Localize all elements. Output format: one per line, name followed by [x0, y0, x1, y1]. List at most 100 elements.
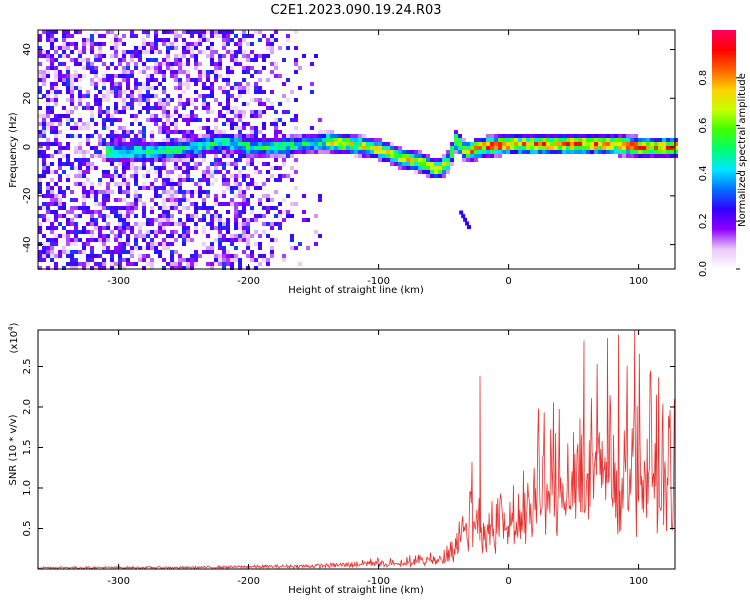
heatmap-cell	[158, 254, 162, 258]
heatmap-cell	[38, 250, 42, 254]
heatmap-cell	[66, 86, 70, 90]
heatmap-cell	[114, 110, 118, 114]
heatmap-cell	[202, 226, 206, 230]
heatmap-cell	[578, 142, 582, 146]
heatmap-cell	[374, 142, 378, 146]
heatmap-cell	[178, 254, 182, 258]
heatmap-cell	[62, 74, 66, 78]
heatmap-cell	[238, 142, 242, 146]
heatmap-cell	[474, 154, 478, 158]
heatmap-cell	[94, 42, 98, 46]
heatmap-cell	[146, 106, 150, 110]
heatmap-cell	[86, 138, 90, 142]
heatmap-cell	[90, 238, 94, 242]
heatmap-cell	[270, 46, 274, 50]
heatmap-cell	[558, 142, 562, 146]
heatmap-cell	[122, 230, 126, 234]
heatmap-cell	[38, 34, 42, 38]
heatmap-cell	[226, 230, 230, 234]
heatmap-cell	[210, 142, 214, 146]
heatmap-cell	[390, 150, 394, 154]
heatmap-cell	[366, 138, 370, 142]
heatmap-cell	[106, 250, 110, 254]
heatmap-cell	[46, 66, 50, 70]
heatmap-cell	[62, 214, 66, 218]
heatmap-cell	[266, 138, 270, 142]
heatmap-cell	[110, 134, 114, 138]
heatmap-cell	[238, 182, 242, 186]
heatmap-cell	[134, 198, 138, 202]
heatmap-cell	[226, 186, 230, 190]
heatmap-cell	[182, 50, 186, 54]
heatmap-cell	[210, 46, 214, 50]
heatmap-cell	[106, 126, 110, 130]
heatmap-cell	[182, 30, 186, 34]
heatmap-cell	[166, 126, 170, 130]
heatmap-cell	[218, 162, 222, 166]
heatmap-cell	[90, 194, 94, 198]
heatmap-cell	[250, 154, 254, 158]
heatmap-cell	[642, 142, 646, 146]
heatmap-cell	[190, 262, 194, 266]
heatmap-cell	[410, 150, 414, 154]
heatmap-cell	[190, 110, 194, 114]
heatmap-cell	[210, 90, 214, 94]
heatmap-cell	[398, 166, 402, 170]
heatmap-cell	[38, 254, 42, 258]
heatmap-cell	[42, 254, 46, 258]
heatmap-cell	[254, 58, 258, 62]
heatmap-cell	[218, 230, 222, 234]
heatmap-cell	[38, 226, 42, 230]
heatmap-cell	[242, 86, 246, 90]
heatmap-cell	[254, 166, 258, 170]
heatmap-cell	[150, 246, 154, 250]
heatmap-cell	[294, 146, 298, 150]
heatmap-cell	[202, 174, 206, 178]
heatmap-cell	[222, 222, 226, 226]
heatmap-cell	[158, 230, 162, 234]
heatmap-cell	[614, 142, 618, 146]
heatmap-cell	[270, 50, 274, 54]
heatmap-cell	[258, 254, 262, 258]
heatmap-cell	[222, 38, 226, 42]
heatmap-cell	[298, 66, 302, 70]
heatmap-cell	[122, 258, 126, 262]
heatmap-cell	[162, 238, 166, 242]
heatmap-cell	[290, 214, 294, 218]
heatmap-cell	[178, 174, 182, 178]
heatmap-cell	[106, 246, 110, 250]
heatmap-cell	[62, 202, 66, 206]
heatmap-cell	[134, 178, 138, 182]
heatmap-cell	[74, 238, 78, 242]
heatmap-cell	[362, 154, 366, 158]
heatmap-cell	[66, 54, 70, 58]
heatmap-cell	[258, 154, 262, 158]
heatmap-cell	[354, 150, 358, 154]
heatmap-cell	[434, 166, 438, 170]
heatmap-cell	[74, 226, 78, 230]
heatmap-cell	[238, 258, 242, 262]
heatmap-cell	[154, 218, 158, 222]
heatmap-cell	[82, 190, 86, 194]
heatmap-cell	[154, 70, 158, 74]
heatmap-cell	[242, 230, 246, 234]
heatmap-cell	[126, 222, 130, 226]
heatmap-cell	[250, 50, 254, 54]
heatmap-cell	[194, 42, 198, 46]
heatmap-cell	[242, 210, 246, 214]
heatmap-cell	[286, 98, 290, 102]
heatmap-cell	[54, 254, 58, 258]
heatmap-cell	[182, 206, 186, 210]
heatmap-cell	[90, 218, 94, 222]
heatmap-cell	[158, 102, 162, 106]
heatmap-cell	[54, 70, 58, 74]
heatmap-cell	[106, 206, 110, 210]
heatmap-cell	[162, 110, 166, 114]
heatmap-cell	[510, 142, 514, 146]
heatmap-cell	[138, 194, 142, 198]
heatmap-cell	[278, 210, 282, 214]
heatmap-cell	[134, 206, 138, 210]
spectrogram-cells	[38, 30, 678, 270]
heatmap-cell	[282, 142, 286, 146]
heatmap-cell	[150, 206, 154, 210]
